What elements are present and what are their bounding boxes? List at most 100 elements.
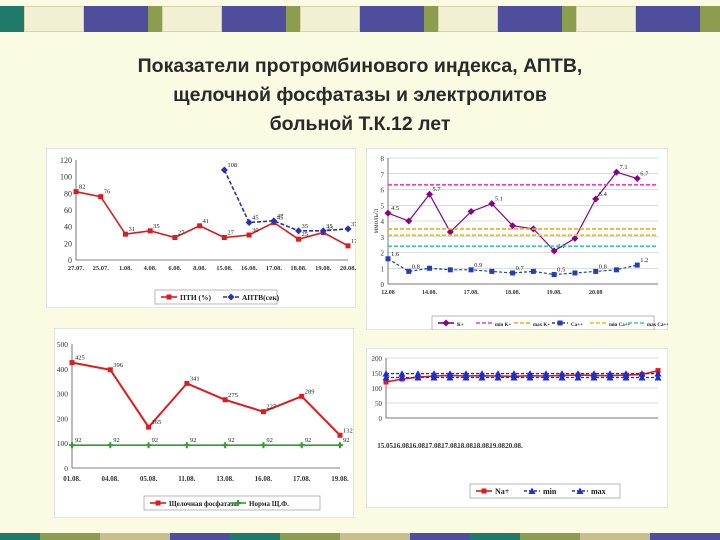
- data-label: 396: [113, 362, 124, 369]
- slide-title: Показатели протромбинового индекса, АПТВ…: [40, 52, 680, 139]
- data-label: 289: [305, 388, 315, 395]
- x-tick-label: 14.08.: [422, 290, 438, 296]
- x-tick-label: 6.08.: [168, 265, 181, 272]
- title-line-2: щелочной фосфатазы и электролитов: [173, 84, 547, 106]
- data-point: [462, 374, 470, 381]
- x-tick-label: 18.08.: [290, 265, 307, 272]
- data-point: [146, 424, 152, 430]
- data-point: [446, 374, 454, 381]
- data-label: 1.6: [391, 251, 400, 258]
- x-tick-label: 20.08.: [340, 265, 356, 272]
- data-point: [405, 217, 413, 225]
- y-tick-label: 2: [381, 250, 385, 258]
- y-axis-title: ммоль/л: [372, 208, 380, 233]
- legend-marker: [528, 487, 536, 494]
- data-point: [220, 166, 228, 174]
- data-point: [526, 374, 534, 381]
- legend-label: max K+: [533, 323, 550, 328]
- data-point: [494, 370, 502, 377]
- x-tick-label: 18.08.: [457, 442, 475, 450]
- x-tick-label: 1.08.: [119, 265, 132, 272]
- x-tick-label: 15.08.: [216, 265, 233, 272]
- data-point: [122, 231, 128, 237]
- legend-label: K+: [457, 323, 464, 328]
- data-point: [478, 374, 486, 381]
- x-tick-label: 18.08.: [473, 442, 491, 450]
- data-label: 5.7: [433, 186, 442, 193]
- data-point: [382, 374, 390, 381]
- x-tick-label: 12.08: [381, 290, 395, 296]
- x-tick-label: 25.07.: [93, 265, 110, 272]
- chart-frame: [54, 328, 354, 518]
- data-point: [197, 223, 203, 229]
- data-point: [107, 367, 113, 373]
- data-point: [462, 370, 470, 377]
- data-point: [430, 374, 438, 381]
- data-point: [638, 374, 646, 381]
- decorative-top-band: [0, 6, 720, 32]
- data-point: [383, 379, 389, 385]
- legend-box: [154, 289, 278, 305]
- data-point: [654, 374, 662, 381]
- x-tick-label: 19.08.: [331, 475, 349, 483]
- data-point: [613, 267, 619, 273]
- x-tick-label: 19.08.: [489, 442, 507, 450]
- series-line: [71, 361, 341, 437]
- data-point: [319, 227, 327, 235]
- data-label: 5.4: [599, 191, 608, 198]
- x-tick-label: 17.08.: [266, 265, 283, 272]
- data-label: 92: [343, 437, 350, 444]
- data-label: 1.2: [640, 257, 648, 264]
- series-3: 1.6 0.8 0.9 0.7 0.5 0.8 1.2: [385, 251, 648, 278]
- data-point: [98, 194, 104, 200]
- data-point: [414, 370, 422, 377]
- y-tick-label: 100: [372, 385, 383, 393]
- data-point: [172, 235, 178, 240]
- data-point: [467, 208, 475, 216]
- y-tick-label: 200: [57, 414, 69, 423]
- x-tick-label: 11.08.: [178, 475, 195, 483]
- data-label: 31: [128, 226, 135, 233]
- y-tick-label: 100: [60, 173, 72, 182]
- data-point: [550, 247, 558, 255]
- legend: K+ min K+ max K+ Ca++ min Ca++ max Ca++: [431, 315, 668, 330]
- data-label: 17: [351, 238, 356, 245]
- data-label: 37.4: [351, 221, 356, 228]
- y-tick-label: 3: [381, 234, 385, 242]
- legend-label: min K+: [495, 323, 511, 328]
- x-tick-label: 19.08.: [547, 290, 563, 296]
- data-label: 41: [203, 218, 210, 225]
- y-tick-label: 6: [381, 187, 385, 195]
- data-point: [398, 370, 406, 377]
- data-label: 27: [178, 230, 185, 237]
- data-point: [590, 370, 598, 377]
- data-point: [612, 168, 620, 176]
- x-tick-label: 13.08.: [216, 475, 234, 483]
- series-0: 425 396 165 341 275 227 289 132: [69, 355, 353, 438]
- data-point: [296, 236, 302, 242]
- legend-box: [431, 315, 655, 330]
- data-label: 275: [228, 392, 238, 399]
- data-point: [633, 174, 641, 182]
- data-label: 0.9: [474, 262, 482, 269]
- y-tick-label: 7: [381, 171, 385, 179]
- data-point: [337, 442, 343, 449]
- data-point: [430, 370, 438, 377]
- y-tick-label: 400: [57, 365, 69, 374]
- data-point: [468, 267, 474, 273]
- data-point: [571, 234, 579, 242]
- y-tick-label: 500: [57, 340, 69, 349]
- data-point: [592, 195, 600, 203]
- data-label: 92: [228, 437, 235, 444]
- y-tick-label: 120: [60, 156, 72, 165]
- data-point: [246, 232, 252, 238]
- data-point: [147, 228, 153, 234]
- data-point: [510, 370, 518, 377]
- data-point: [107, 442, 114, 449]
- data-point: [299, 393, 305, 399]
- data-point: [414, 374, 422, 381]
- data-label: 6.7: [640, 170, 649, 177]
- data-label: 82: [79, 184, 86, 191]
- x-tick-label: 16.08.: [241, 265, 258, 272]
